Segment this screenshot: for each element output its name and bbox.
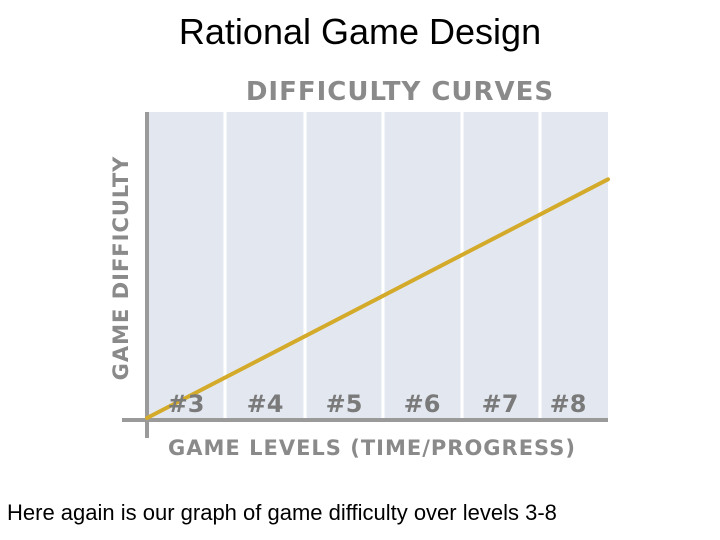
x-tick-label: #6	[404, 390, 441, 418]
x-axis-label: GAME LEVELS (TIME/PROGRESS)	[168, 436, 576, 460]
x-tick-label: #5	[326, 390, 363, 418]
x-tick-label: #7	[482, 390, 519, 418]
chart-title: DIFFICULTY CURVES	[246, 77, 554, 107]
x-tick-label: #3	[168, 390, 205, 418]
series-lines	[145, 177, 610, 420]
series-line	[145, 177, 610, 420]
x-tick-label: #8	[550, 390, 587, 418]
x-tick-label: #4	[247, 390, 284, 418]
slide-caption: Here again is our graph of game difficul…	[7, 500, 557, 525]
grid-lines	[223, 112, 542, 418]
x-tick-labels: #3 #4 #5 #6 #7 #8	[168, 390, 587, 418]
slide-title: Rational Game Design	[178, 11, 542, 52]
y-axis-label: GAME DIFFICULTY	[109, 156, 133, 381]
